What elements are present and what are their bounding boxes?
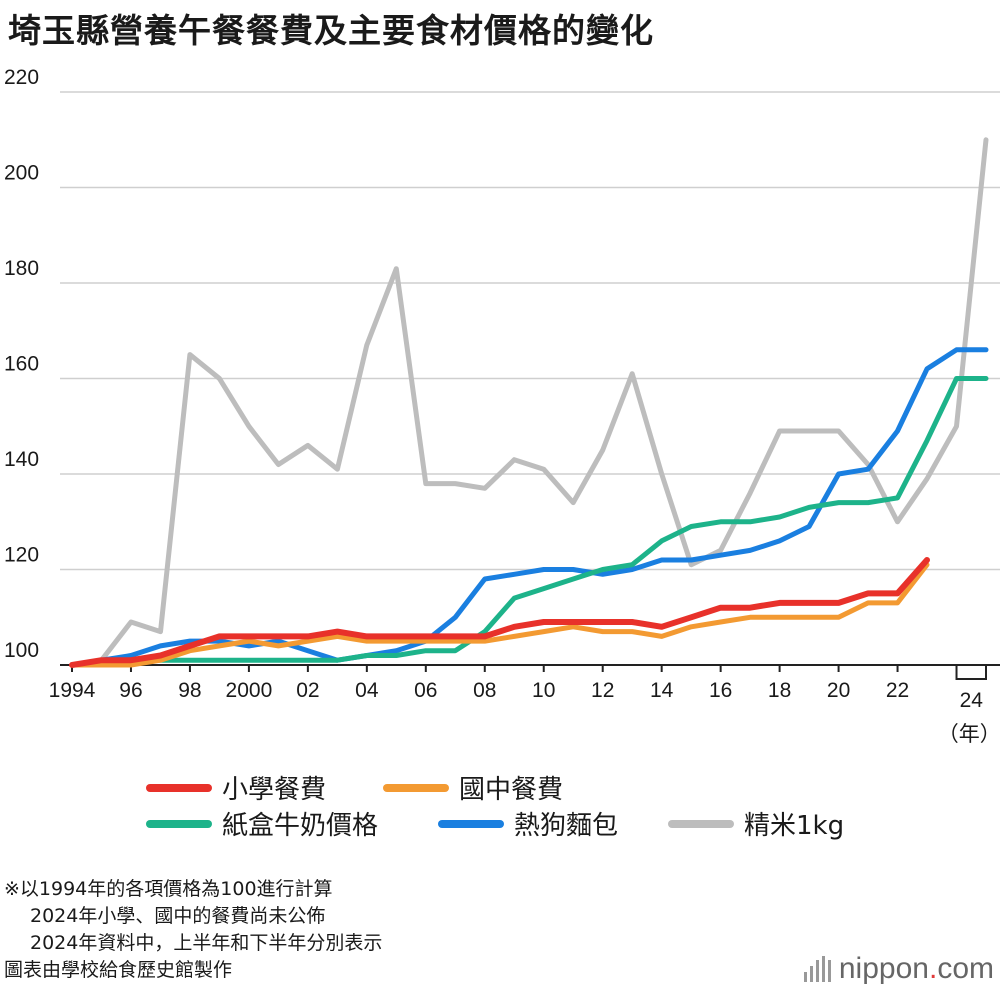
series-line-4 — [69, 137, 989, 668]
x-tick-label: 04 — [355, 679, 379, 702]
legend-label: 精米1kg — [744, 811, 844, 841]
x-tick-label: 1994 — [49, 679, 96, 702]
x-tick-label: 02 — [296, 679, 319, 702]
x-tick-label: 10 — [532, 679, 555, 702]
x-bracket-2024 — [955, 665, 987, 680]
x-tick-label: 16 — [709, 679, 732, 702]
brand-tld: com — [937, 952, 994, 985]
brand-logo: nippon. com — [803, 952, 994, 986]
x-tick-label: 22 — [886, 679, 909, 702]
x-tick-label: 20 — [827, 679, 850, 702]
line-chart: 100 120 140 160 180 200 220 1994 96 98 2000 02 04 06… — [4, 66, 1000, 841]
grid-lines — [60, 91, 1000, 666]
legend-label: 國中餐費 — [459, 775, 563, 805]
source-credit: 圖表由學校給食歷史館製作 — [4, 959, 233, 981]
x-bracket-label: 24 — [960, 689, 984, 712]
y-tick-label: 100 — [4, 639, 39, 662]
legend-label: 紙盒牛奶價格 — [222, 811, 378, 841]
brand-name: nippon — [838, 952, 929, 985]
y-tick-label: 120 — [4, 544, 39, 567]
chart-title: 埼玉縣營養午餐餐費及主要食材價格的變化 — [8, 11, 654, 50]
y-axis-ticks: 100 120 140 160 180 200 220 — [4, 66, 39, 662]
legend-label: 熱狗麵包 — [514, 811, 618, 841]
y-tick-label: 220 — [4, 66, 39, 89]
y-tick-label: 200 — [4, 162, 39, 185]
note-line-1: ※以1994年的各項價格為100進行計算 — [4, 878, 333, 900]
x-tick-label: 06 — [414, 679, 437, 702]
brand-mark-icon — [803, 956, 831, 982]
y-tick-label: 140 — [4, 448, 39, 471]
x-tick-label: 08 — [473, 679, 496, 702]
series-line-3 — [69, 347, 989, 668]
y-tick-label: 160 — [4, 353, 39, 376]
brand-dot: . — [928, 952, 938, 985]
x-axis: 1994 96 98 2000 02 04 06 08 10 12 14 16 18 20 22 24 （年） — [49, 665, 1000, 746]
series-line-2 — [69, 376, 989, 668]
x-tick-label: 18 — [768, 679, 791, 702]
series-line-0 — [69, 557, 930, 668]
x-tick-label: 2000 — [226, 679, 273, 702]
y-tick-label: 180 — [4, 257, 39, 280]
x-tick-label: 98 — [178, 679, 201, 702]
series-line-1 — [69, 562, 930, 668]
x-tick-label: 96 — [119, 679, 142, 702]
legend-label: 小學餐費 — [222, 775, 326, 805]
x-tick-label: 12 — [591, 679, 614, 702]
x-tick-label: 14 — [650, 679, 674, 702]
series-lines — [69, 137, 989, 668]
x-unit-label: （年） — [938, 723, 1000, 746]
notes: ※以1994年的各項價格為100進行計算 2024年小學、國中的餐費尚未公佈 2… — [4, 876, 382, 984]
note-line-3: 2024年資料中，上半年和下半年分別表示 — [30, 932, 383, 954]
note-line-2: 2024年小學、國中的餐費尚未公佈 — [30, 905, 326, 927]
